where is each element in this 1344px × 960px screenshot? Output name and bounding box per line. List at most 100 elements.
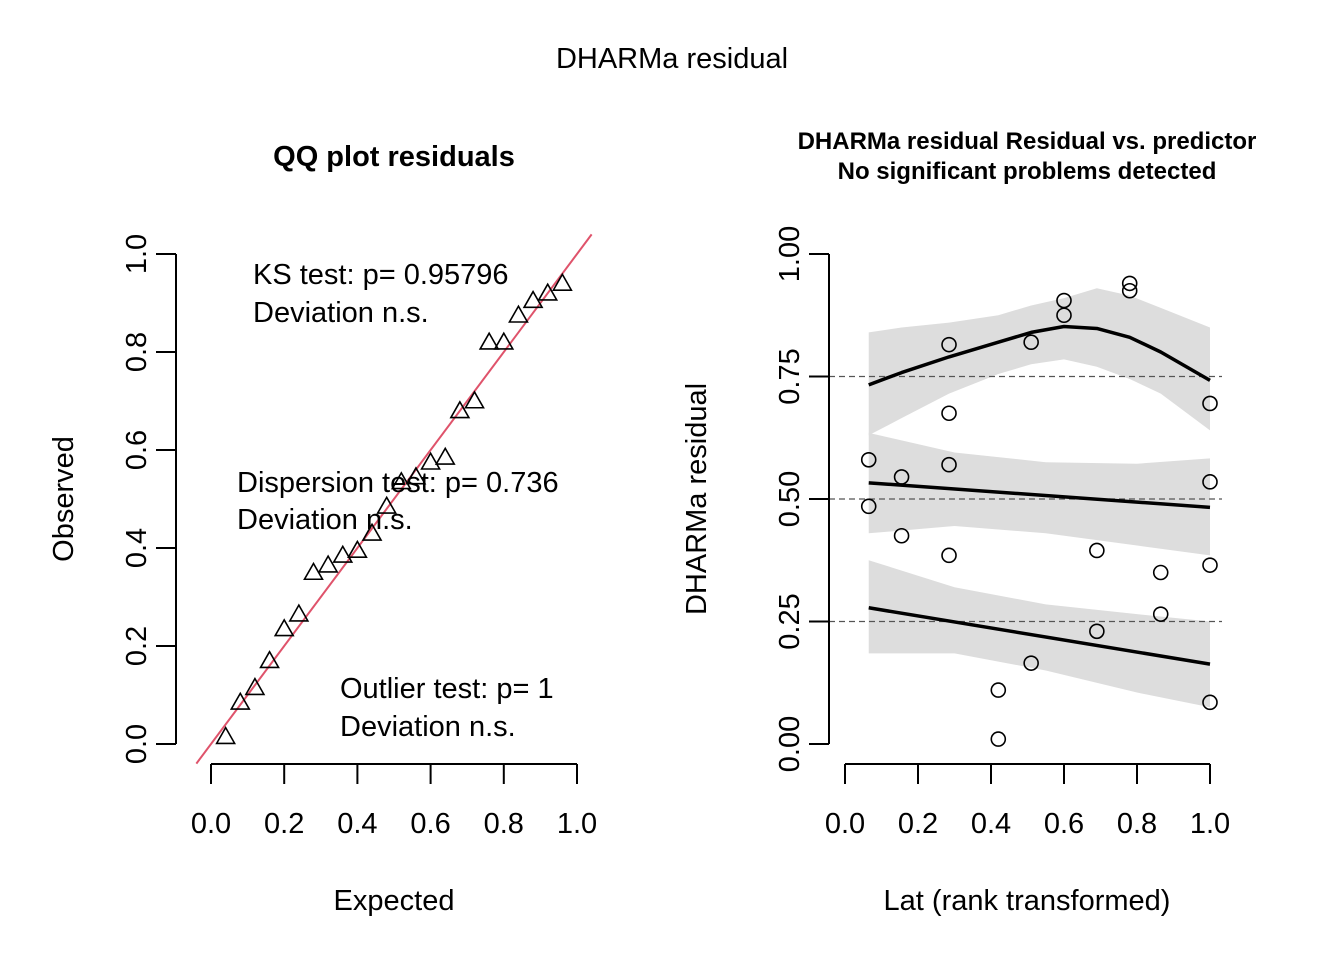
y-tick-label: 1.00 (774, 226, 806, 282)
figure-main-title: DHARMa residual (556, 43, 788, 75)
x-tick-label: 0.4 (337, 808, 377, 840)
rvp-point (941, 547, 957, 564)
outlier-test-line-1: Outlier test: p= 1 (340, 673, 554, 705)
y-tick-label: 0.75 (774, 348, 806, 404)
y-tick-label: 0.50 (774, 471, 806, 527)
qq-point (376, 495, 398, 514)
qq-y-ticks: 0.0 0.2 0.4 0.6 0.8 1.0 (121, 234, 176, 764)
qq-point (347, 539, 368, 559)
y-tick-label: 0.4 (121, 528, 153, 568)
x-tick-label: 0.4 (971, 808, 1011, 840)
qq-point (508, 304, 529, 323)
qq-plot-title: QQ plot residuals (273, 141, 515, 173)
rvp-points-layer (860, 275, 1218, 747)
residual-vs-predictor-panel: DHARMa residual Residual vs. predictor N… (681, 128, 1256, 917)
qq-points-layer (215, 272, 573, 745)
x-tick-label: 0.8 (484, 808, 524, 840)
y-tick-label: 1.0 (121, 234, 153, 274)
y-tick-label: 0.25 (774, 593, 806, 649)
rvp-point (990, 731, 1007, 747)
qq-plot-panel: QQ plot residuals 0.0 0.2 0.4 0.6 0.8 1.0 0.0… (48, 141, 597, 917)
rvp-point (1152, 606, 1169, 622)
x-tick-label: 0.0 (825, 808, 865, 840)
rvp-point (1089, 623, 1105, 640)
y-tick-label: 0.6 (121, 430, 153, 470)
rvp-point (860, 498, 877, 515)
rvp-point (893, 469, 910, 485)
qq-point (537, 282, 559, 301)
qq-point (303, 561, 324, 581)
rvp-x-axis-label: Lat (rank transformed) (884, 885, 1171, 917)
rvp-x-ticks: 0.0 0.2 0.4 0.6 0.8 1.0 (825, 764, 1230, 840)
ks-test-line-2: Deviation n.s. (253, 297, 429, 329)
rvp-x-axis: 0.0 0.2 0.4 0.6 0.8 1.0 (825, 763, 1230, 840)
rvp-point (1202, 557, 1218, 573)
qq-x-ticks: 0.0 0.2 0.4 0.6 0.8 1.0 (191, 764, 597, 840)
x-tick-label: 0.8 (1117, 808, 1157, 840)
rvp-point (941, 456, 957, 473)
x-tick-label: 1.0 (557, 808, 597, 840)
rvp-title: DHARMa residual Residual vs. predictor (798, 128, 1257, 155)
qq-x-axis: 0.0 0.2 0.4 0.6 0.8 1.0 (191, 763, 597, 840)
rvp-point (1023, 334, 1039, 351)
qq-point (361, 522, 383, 541)
outlier-test-line-2: Deviation n.s. (340, 711, 516, 743)
quantile-fit-q0.5 (868, 481, 1211, 510)
x-tick-label: 1.0 (1190, 808, 1230, 840)
qq-point (288, 603, 310, 622)
confidence-band-q0.25 (868, 560, 1210, 708)
rvp-point (1121, 282, 1138, 299)
qq-point (478, 331, 500, 350)
rvp-point (941, 336, 957, 353)
rvp-point (860, 451, 877, 468)
qq-y-axis: 0.0 0.2 0.4 0.6 0.8 1.0 (121, 234, 177, 764)
qq-point (273, 618, 295, 637)
qq-y-axis-label: Observed (48, 436, 80, 562)
rvp-y-ticks: 0.00 0.25 0.50 0.75 1.00 (774, 226, 829, 772)
rvp-point (1056, 307, 1072, 324)
rvp-point (990, 682, 1007, 698)
rvp-point (1202, 694, 1218, 711)
qq-point (259, 650, 280, 669)
qq-x-axis-label: Expected (334, 885, 455, 917)
x-tick-label: 0.0 (191, 808, 231, 840)
qq-point (464, 390, 485, 409)
dispersion-test-line-2: Deviation n.s. (237, 504, 413, 536)
rvp-point (893, 527, 910, 544)
qq-point (434, 446, 456, 465)
rvp-point (1152, 564, 1169, 581)
confidence-band-q0.75 (868, 288, 1210, 436)
x-tick-label: 0.2 (264, 808, 304, 840)
qq-point (317, 554, 339, 573)
rvp-point (1121, 275, 1138, 292)
y-tick-label: 0.00 (774, 716, 806, 772)
dispersion-test-annotation: Dispersion test: p= 0.736 Deviation n.s. (237, 467, 559, 536)
rvp-y-axis-label: DHARMa residual (681, 383, 713, 615)
x-tick-label: 0.2 (898, 808, 938, 840)
rvp-y-axis: 0.00 0.25 0.50 0.75 1.00 (774, 226, 830, 772)
qq-point (493, 331, 515, 350)
x-tick-label: 0.6 (410, 808, 450, 840)
x-tick-label: 0.6 (1044, 808, 1084, 840)
qq-point (551, 272, 573, 291)
rvp-point (941, 405, 957, 422)
outlier-test-annotation: Outlier test: p= 1 Deviation n.s. (340, 673, 554, 743)
rvp-point (1202, 474, 1218, 490)
qq-point (332, 544, 354, 563)
ks-test-line-1: KS test: p= 0.95796 (253, 259, 509, 291)
rvp-point (1023, 655, 1039, 671)
rvp-quantile-fits (868, 324, 1211, 666)
qq-point (215, 726, 237, 745)
ks-test-annotation: KS test: p= 0.95796 Deviation n.s. (253, 259, 509, 329)
rvp-plot-area (829, 275, 1222, 747)
rvp-point (1089, 542, 1105, 559)
qq-point (244, 677, 266, 696)
qq-point (449, 400, 471, 419)
dispersion-test-line-1: Dispersion test: p= 0.736 (237, 467, 559, 499)
quantile-fit-q0.25 (868, 606, 1211, 666)
qq-plot-area (195, 233, 593, 765)
y-tick-label: 0.2 (121, 626, 153, 666)
qq-point (522, 289, 544, 309)
y-tick-label: 0.8 (121, 332, 153, 372)
